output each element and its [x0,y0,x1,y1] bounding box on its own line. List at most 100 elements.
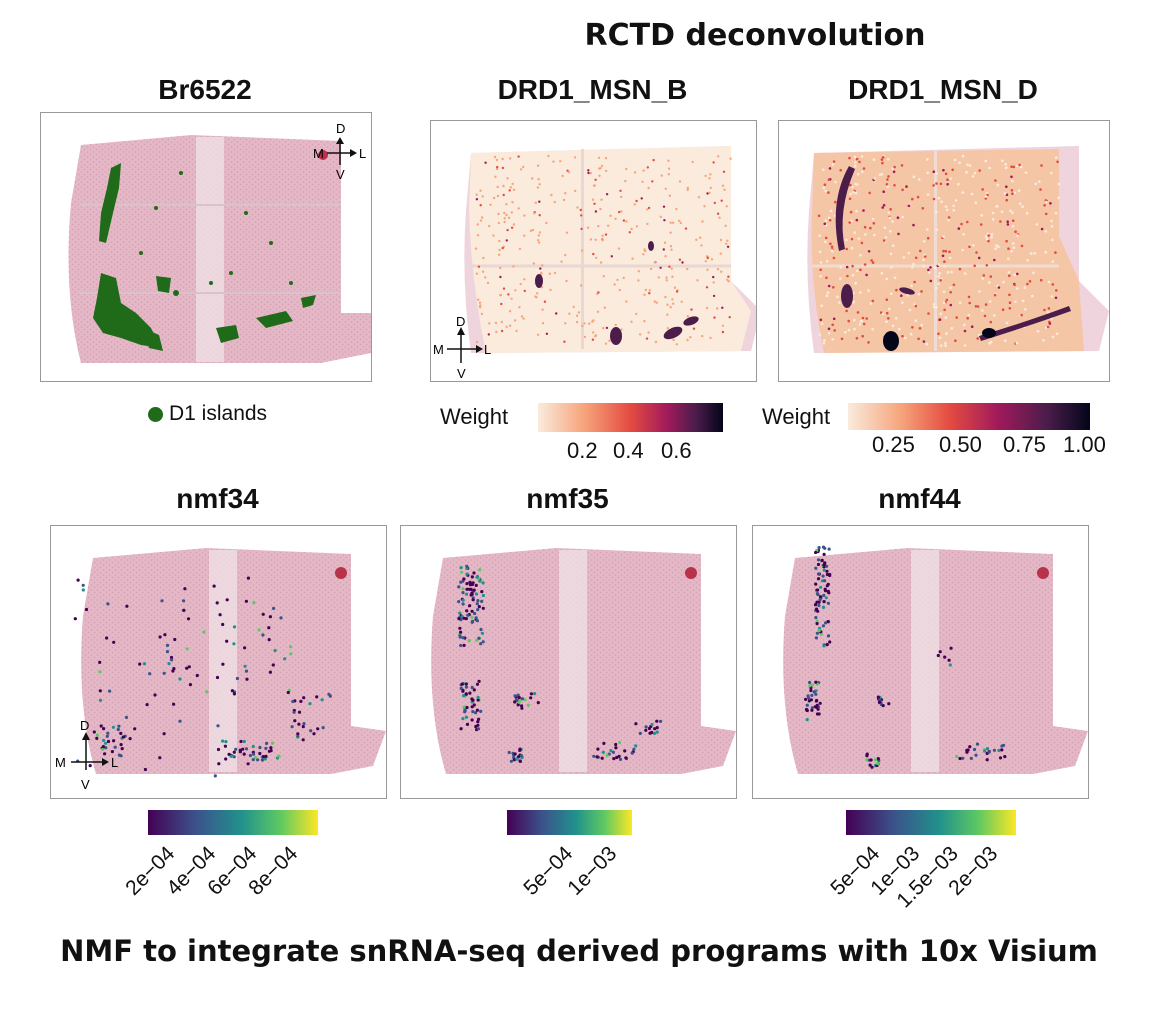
spot [256,758,260,762]
spot [681,261,684,264]
spot [232,750,236,754]
spot [263,757,267,761]
spot [671,275,674,278]
spot [721,184,725,187]
spot [538,200,541,203]
spot [635,199,638,203]
spot [253,756,258,760]
spot [831,323,834,327]
spot [815,619,819,623]
spot [939,279,942,282]
spot [814,550,818,555]
footer-caption: NMF to integrate snRNA-seq derived progr… [60,934,1098,968]
spot [824,189,827,193]
spot [462,643,466,647]
spot [492,196,496,200]
spot [827,284,831,288]
spot [475,602,479,606]
spot [822,168,825,172]
spot [985,237,989,241]
spot [597,291,600,294]
spot [320,698,324,702]
compass-d-label: D [80,718,89,733]
spot [293,719,297,723]
spot [510,211,513,214]
spot [475,193,478,196]
spot [826,589,830,593]
spot [505,213,508,217]
spot [926,193,930,196]
spot [961,154,965,158]
spot [602,327,605,330]
spot [615,755,619,760]
spot [470,705,474,709]
spot [725,242,728,245]
spot [516,693,520,697]
spot [808,680,812,685]
spot [538,231,542,234]
spot [822,341,826,345]
spot [481,195,484,198]
spot [815,600,819,604]
spot [920,323,923,327]
spot [484,161,487,164]
spot [478,568,482,572]
spot [998,756,1003,760]
spot [972,244,975,247]
spot [76,578,80,582]
colorbar-tick-label: 1e−03 [563,842,622,900]
spot [722,170,726,173]
spot [479,709,483,713]
spot [901,301,904,304]
spot [962,232,965,236]
spot [824,240,827,244]
spot [522,165,525,169]
spot [960,222,963,226]
spot [696,279,699,282]
spot [594,335,597,338]
spot [885,298,889,301]
spot [987,750,991,754]
spot [810,693,814,697]
spot [1016,234,1019,237]
spot [861,170,864,174]
spot [290,725,294,729]
spot [648,289,651,292]
spot [461,598,465,602]
spot [719,238,723,242]
spot [653,300,656,303]
spot [258,751,262,756]
spot [1014,300,1017,304]
spot [272,606,276,610]
spot [609,749,613,753]
spot [268,670,272,674]
spot [946,271,950,274]
spot [853,155,857,159]
spot [458,626,462,630]
spot [692,327,696,330]
d1-islands-legend: D1 islands [148,402,267,426]
spot [1020,244,1024,248]
spot [471,619,475,623]
spot [580,249,584,252]
spot [813,603,818,607]
spot [922,264,925,268]
spot [474,583,478,587]
spot [958,756,962,761]
spot [921,207,925,210]
spot [642,253,645,256]
spot [465,564,469,568]
spot [859,291,862,294]
spot [95,733,99,737]
spot [1010,165,1013,168]
spot [942,290,946,294]
spot [895,288,898,292]
spot [655,726,659,730]
spot [935,172,938,175]
spot [901,215,904,219]
spot [564,253,567,257]
spot [850,237,854,241]
spot [992,314,996,317]
spot [1051,238,1054,242]
spot [545,221,548,225]
